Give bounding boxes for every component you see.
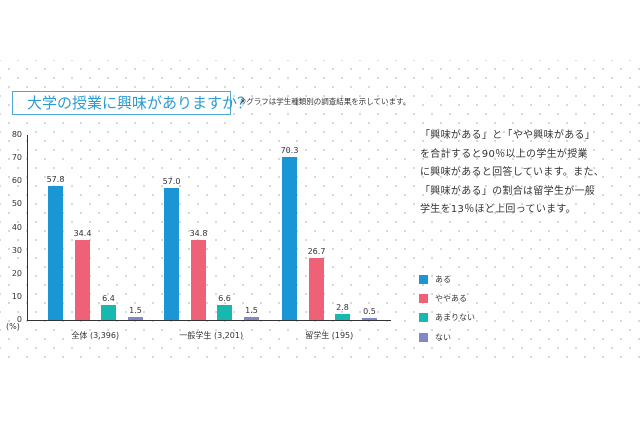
x-category-label: 一般学生 (3,201) (179, 331, 244, 340)
legend-swatch (419, 294, 428, 303)
legend-label: ない (435, 333, 451, 342)
bar (128, 316, 143, 320)
bar-value-label: 70.3 (280, 146, 299, 156)
bar-value-label: 57.8 (46, 175, 65, 185)
bar-value-label: 6.4 (102, 294, 115, 304)
bar-value-label: 2.8 (336, 302, 349, 312)
bar (362, 318, 377, 320)
bar-value-label: 0.5 (363, 307, 376, 316)
description-line: 「興味がある」と「やや興味がある」 (420, 130, 596, 141)
x-category-label: 全体 (3,396) (71, 331, 120, 340)
legend-swatch (419, 333, 428, 342)
y-tick-label: 50 (11, 199, 22, 209)
description-line: に興味があると回答しています。また、 (420, 167, 605, 178)
y-tick-label: 80 (11, 130, 22, 139)
description-line: 「興味がある」の割合は留学生が一般 (420, 185, 596, 197)
y-tick-label: 0 (16, 315, 22, 324)
chart-title: 大学の授業に興味がありますか？ (12, 91, 252, 115)
bar-value-label: 57.0 (162, 177, 181, 187)
legend-swatch (419, 275, 428, 284)
bar (282, 157, 297, 320)
bar (244, 316, 259, 320)
y-tick-label: 20 (11, 268, 22, 278)
y-tick-label: 40 (11, 222, 22, 232)
bar-value-label: 1.5 (129, 305, 142, 315)
legend-label: あまりない (435, 313, 475, 322)
y-tick-label: 60 (11, 176, 22, 186)
legend-label: ややある (435, 294, 467, 303)
bar (164, 188, 179, 320)
bar (217, 304, 232, 320)
description-line: を合計すると90％以上の学生が授業 (420, 148, 588, 160)
y-axis (27, 135, 28, 321)
legend-label: ある (435, 275, 451, 284)
x-category-label: 留学生 (195) (305, 331, 354, 340)
bar-value-label: 1.5 (245, 305, 258, 315)
bar-value-label: 34.4 (73, 229, 92, 239)
legend-swatch (419, 313, 428, 322)
bar-value-label: 6.6 (218, 293, 231, 303)
description-text: 「興味がある」と「やや興味がある」 を合計すると90％以上の学生が授業 に興味が… (420, 127, 620, 220)
y-tick-label: 10 (11, 291, 22, 301)
y-tick-label: 70 (11, 153, 22, 163)
description-line: 学生を13％ほど上回っています。 (420, 204, 577, 215)
chart-note: ※グラフは学生種類別の調査結果を示しています。 (240, 97, 411, 106)
bar-value-label: 34.8 (189, 228, 208, 238)
bar (335, 313, 350, 320)
bar (75, 240, 90, 320)
y-tick-label: 30 (11, 245, 22, 255)
bar (48, 186, 63, 320)
y-axis-unit: (%) (6, 322, 20, 331)
x-axis (27, 320, 391, 321)
bar-value-label: 26.7 (307, 247, 326, 257)
bar (191, 239, 206, 320)
bar (309, 258, 324, 320)
bar (101, 305, 116, 320)
